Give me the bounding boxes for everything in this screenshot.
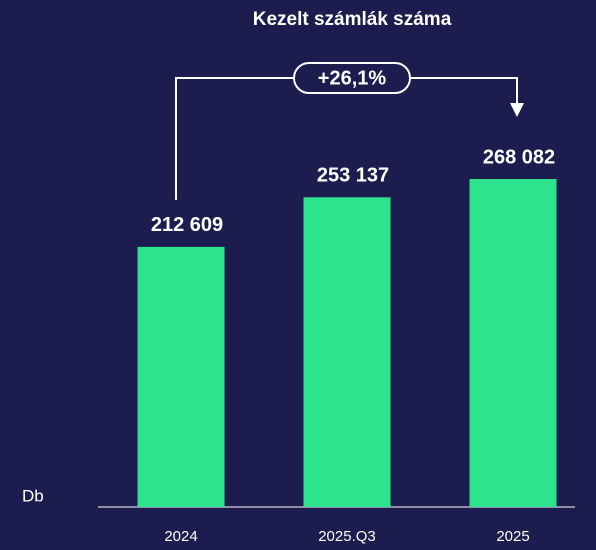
x-tick-label: 2024 — [164, 528, 197, 545]
arrow-head — [510, 103, 524, 117]
value-label: 253 137 — [317, 165, 389, 187]
x-tick-label: 2025 — [496, 528, 529, 545]
bar — [303, 197, 391, 508]
annotation-box — [293, 62, 411, 94]
y-axis-label: Db — [22, 486, 44, 505]
bar — [469, 179, 557, 507]
annotation: +26,1% — [318, 67, 387, 89]
bar — [137, 246, 225, 507]
x-tick-label: 2025.Q3 — [318, 528, 376, 545]
value-label: 212 609 — [151, 214, 223, 236]
value-label: 268 082 — [483, 146, 555, 168]
chart-title: Kezelt számlák száma — [253, 9, 452, 30]
